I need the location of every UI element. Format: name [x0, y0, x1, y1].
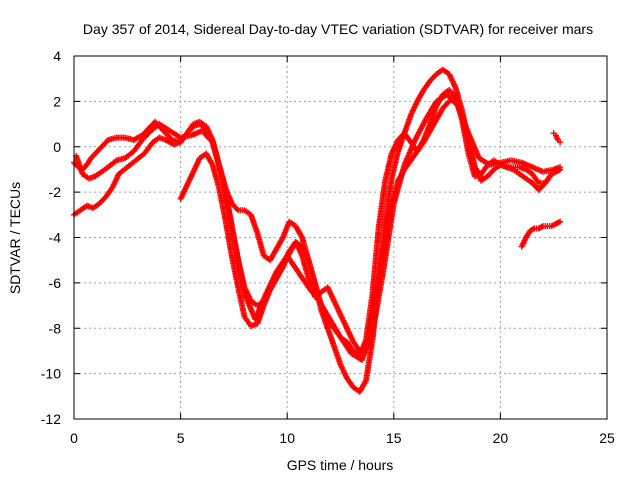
data-marks [71, 66, 564, 395]
series-1 [71, 66, 564, 395]
y-axis-label: SDTVAR / TECUs [7, 182, 23, 294]
x-axis-label: GPS time / hours [287, 457, 394, 473]
x-tick-label: 25 [599, 430, 615, 446]
chart-title: Day 357 of 2014, Sidereal Day-to-day VTE… [83, 21, 593, 37]
axis-ticks: 0 5 10 15 20 25 -12 -10 -8 -6 -4 -2 0 2 4 [41, 48, 615, 446]
y-tick-label: -4 [49, 230, 62, 246]
x-tick-label: 10 [279, 430, 295, 446]
x-tick-label: 20 [493, 430, 509, 446]
x-tick-label: 15 [386, 430, 402, 446]
y-tick-label: 4 [53, 48, 61, 64]
data-point [557, 218, 564, 225]
y-tick-label: -12 [41, 411, 61, 427]
series-3 [177, 93, 485, 354]
x-tick-label: 5 [177, 430, 185, 446]
y-tick-label: 2 [53, 93, 61, 109]
data-point [557, 139, 564, 146]
x-tick-label: 0 [70, 430, 78, 446]
series-4 [518, 218, 564, 250]
data-point [557, 164, 564, 171]
series-2 [73, 91, 564, 364]
y-tick-label: -6 [49, 275, 62, 291]
series-5 [550, 130, 564, 146]
data-point [478, 173, 485, 180]
y-tick-label: -8 [49, 320, 62, 336]
y-tick-label: -10 [41, 366, 61, 382]
grid [74, 56, 607, 419]
y-tick-label: 0 [53, 139, 61, 155]
y-tick-label: -2 [49, 184, 62, 200]
series-0 [71, 87, 564, 359]
